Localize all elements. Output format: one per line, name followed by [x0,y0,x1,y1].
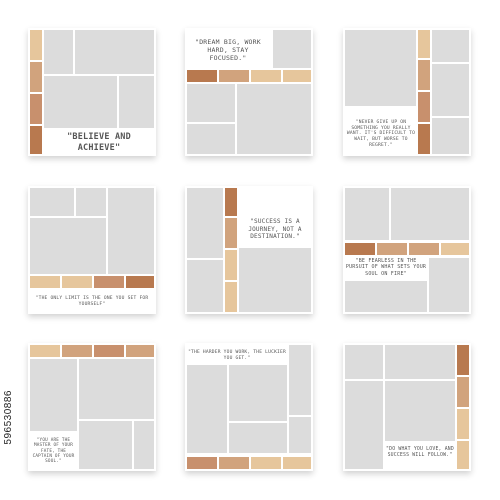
photo-placeholder [432,30,469,62]
color-swatch [457,345,469,375]
photo-placeholder [385,345,455,379]
quote-text: "THE ONLY LIMIT IS THE ONE YOU SET FOR Y… [35,296,149,307]
quote-text: "BELIEVE AND ACHIEVE" [67,132,131,153]
template-card-8[interactable]: "THE HARDER YOU WORK, THE LUCKIER YOU GE… [185,343,313,471]
quote-text: "SUCCESS IS A JOURNEY, NOT A DESTINATION… [248,218,302,240]
color-swatch [94,276,124,288]
color-swatch [345,243,375,255]
stock-id-label: 596530886 [3,390,14,445]
photo-placeholder [187,124,235,154]
color-swatch [30,94,42,124]
photo-placeholder [30,218,106,274]
photo-placeholder [345,30,416,106]
photo-placeholder [345,281,427,312]
photo-placeholder [432,118,469,154]
color-swatch [126,345,154,357]
color-swatch [62,345,92,357]
photo-placeholder [239,248,311,312]
photo-placeholder [345,345,383,379]
photo-placeholder [229,365,287,421]
photo-placeholder [187,188,223,258]
photo-placeholder [429,258,469,312]
color-swatch [251,70,281,82]
color-swatch [418,124,430,154]
color-swatch [457,377,469,407]
photo-placeholder [289,345,311,415]
quote-text: "THE HARDER YOU WORK, THE LUCKIER YOU GE… [188,350,286,361]
template-card-1[interactable]: "BELIEVE AND ACHIEVE" [28,28,156,156]
photo-placeholder [108,188,154,274]
color-swatch [283,457,311,469]
color-swatch [30,276,60,288]
color-swatch [30,126,42,154]
photo-placeholder [44,30,73,74]
photo-placeholder [385,381,455,441]
quote-text: "BE FEARLESS IN THE PURSUIT OF WHAT SETS… [345,258,427,277]
color-swatch [225,188,237,216]
photo-placeholder [237,84,311,154]
color-swatch [30,345,60,357]
photo-placeholder [391,188,469,240]
color-swatch [187,457,217,469]
photo-placeholder [187,84,235,122]
color-swatch [457,409,469,439]
template-card-3[interactable]: "NEVER GIVE UP ON SOMETHING YOU REALLY W… [343,28,471,156]
photo-placeholder [30,359,77,431]
photo-placeholder [76,188,106,216]
color-swatch [219,70,249,82]
template-card-4[interactable]: "THE ONLY LIMIT IS THE ONE YOU SET FOR Y… [28,186,156,314]
photo-placeholder [79,421,132,469]
photo-placeholder [345,381,383,469]
color-swatch [283,70,311,82]
photo-placeholder [75,30,154,74]
color-swatch [409,243,439,255]
color-swatch [94,345,124,357]
color-swatch [225,250,237,280]
color-swatch [377,243,407,255]
photo-placeholder [345,188,389,240]
color-swatch [225,282,237,312]
color-swatch [126,276,154,288]
quote-text: "DO WHAT YOU LOVE, AND SUCCESS WILL FOLL… [386,447,454,458]
template-card-7[interactable]: "YOU ARE THE MASTER OF YOUR FATE, THE CA… [28,343,156,471]
color-swatch [457,441,469,469]
color-swatch [62,276,92,288]
photo-placeholder [187,365,227,453]
color-swatch [225,218,237,248]
color-swatch [30,30,42,60]
quote-text: "DREAM BIG, WORK HARD, STAY FOCUSED." [195,38,261,63]
photo-placeholder [187,260,223,312]
photo-placeholder [119,76,154,128]
template-card-9[interactable]: "DO WHAT YOU LOVE, AND SUCCESS WILL FOLL… [343,343,471,471]
photo-placeholder [432,64,469,116]
template-card-6[interactable]: "BE FEARLESS IN THE PURSUIT OF WHAT SETS… [343,186,471,314]
photo-placeholder [30,188,74,216]
quote-text: "NEVER GIVE UP ON SOMETHING YOU REALLY W… [346,120,416,148]
photo-placeholder [273,30,311,68]
color-swatch [418,30,430,58]
color-swatch [418,60,430,90]
template-card-2[interactable]: "DREAM BIG, WORK HARD, STAY FOCUSED." [185,28,313,156]
color-swatch [187,70,217,82]
color-swatch [418,92,430,122]
photo-placeholder [229,423,287,453]
template-card-5[interactable]: "SUCCESS IS A JOURNEY, NOT A DESTINATION… [185,186,313,314]
photo-placeholder [134,421,154,469]
photo-placeholder [44,76,117,128]
photo-placeholder [289,417,311,453]
color-swatch [441,243,469,255]
color-swatch [219,457,249,469]
color-swatch [30,62,42,92]
quote-text: "YOU ARE THE MASTER OF YOUR FATE, THE CA… [32,438,75,465]
color-swatch [251,457,281,469]
photo-placeholder [79,359,154,419]
